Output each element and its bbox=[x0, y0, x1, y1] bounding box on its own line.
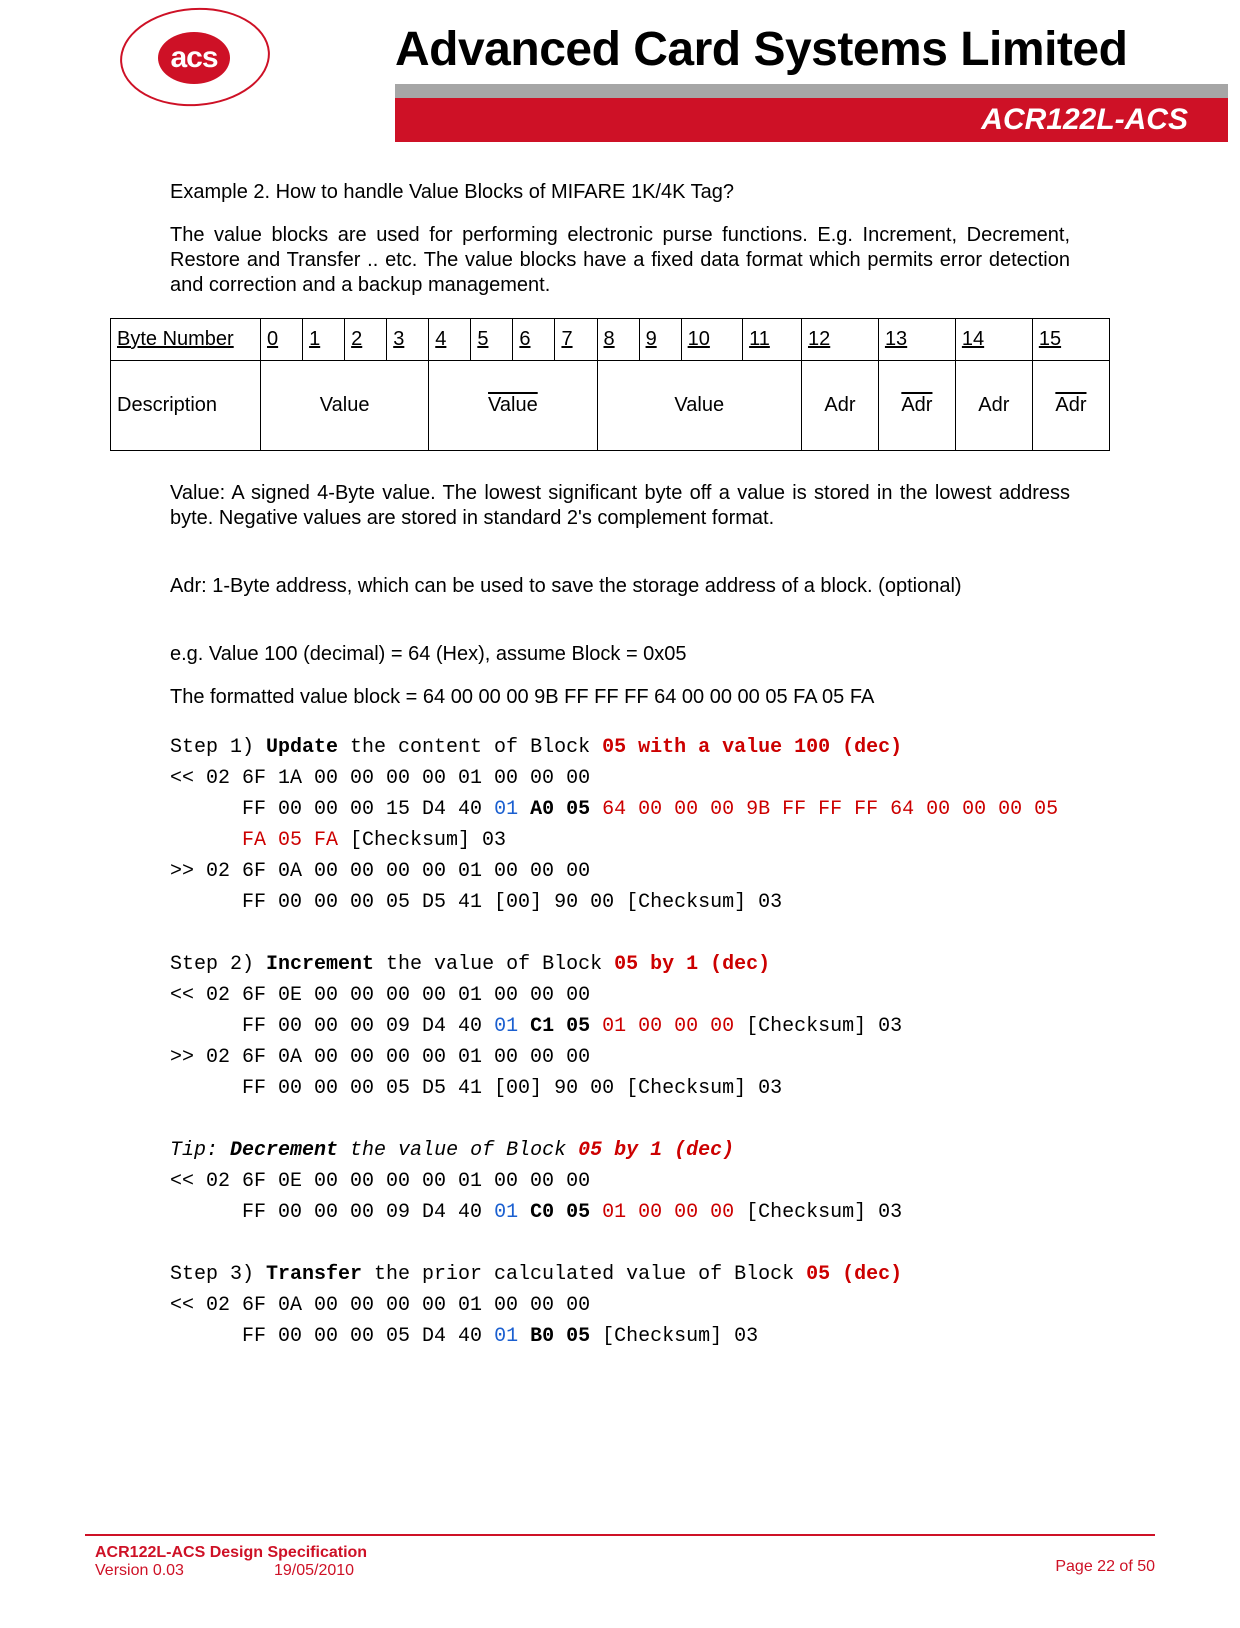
gray-bar bbox=[395, 84, 1228, 98]
code-line: << 02 6F 1A 00 00 00 00 01 00 00 00 bbox=[170, 763, 1070, 794]
table-cell: Value bbox=[429, 361, 597, 451]
table-cell: Adr bbox=[801, 361, 878, 451]
code-block: Step 1) Update the content of Block 05 w… bbox=[170, 732, 1070, 1352]
header: acs Advanced Card Systems Limited ACR122… bbox=[60, 0, 1180, 110]
page-number: Page 22 of 50 bbox=[1055, 1558, 1155, 1576]
footer-version: Version 0.0319/05/2010 bbox=[95, 1562, 367, 1580]
paragraph: Example 2. How to handle Value Blocks of… bbox=[170, 180, 1070, 205]
table-cell: 5 bbox=[471, 319, 513, 361]
company-name: Advanced Card Systems Limited bbox=[395, 22, 1127, 77]
table-cell: Value bbox=[261, 361, 429, 451]
code-line: << 02 6F 0E 00 00 00 00 01 00 00 00 bbox=[170, 980, 1070, 1011]
page: acs Advanced Card Systems Limited ACR122… bbox=[0, 0, 1240, 1628]
code-line: << 02 6F 0E 00 00 00 00 01 00 00 00 bbox=[170, 1166, 1070, 1197]
table-cell: 15 bbox=[1032, 319, 1109, 361]
logo: acs bbox=[120, 8, 270, 108]
paragraph: The value blocks are used for performing… bbox=[170, 223, 1070, 298]
code-line: FF 00 00 00 15 D4 40 01 A0 05 64 00 00 0… bbox=[170, 794, 1070, 825]
table-cell: 3 bbox=[387, 319, 429, 361]
step-heading: Step 3) Transfer the prior calculated va… bbox=[170, 1259, 1070, 1290]
code-line: >> 02 6F 0A 00 00 00 00 01 00 00 00 bbox=[170, 1042, 1070, 1073]
code-line: << 02 6F 0A 00 00 00 00 01 00 00 00 bbox=[170, 1290, 1070, 1321]
table-cell: 8 bbox=[597, 319, 639, 361]
table-cell: 6 bbox=[513, 319, 555, 361]
product-banner: ACR122L-ACS bbox=[395, 98, 1228, 142]
table-cell: 9 bbox=[639, 319, 681, 361]
table-cell: 2 bbox=[345, 319, 387, 361]
footer: ACR122L-ACS Design Specification Version… bbox=[95, 1544, 367, 1580]
content: Example 2. How to handle Value Blocks of… bbox=[60, 110, 1180, 1352]
table-cell: 11 bbox=[743, 319, 802, 361]
table-cell: 12 bbox=[801, 319, 878, 361]
footer-title: ACR122L-ACS Design Specification bbox=[95, 1544, 367, 1562]
table-cell: 4 bbox=[429, 319, 471, 361]
code-line: FF 00 00 00 05 D5 41 [00] 90 00 [Checksu… bbox=[170, 1073, 1070, 1104]
code-line: FF 00 00 00 09 D4 40 01 C1 05 01 00 00 0… bbox=[170, 1011, 1070, 1042]
code-line: FF 00 00 00 05 D4 40 01 B0 05 [Checksum]… bbox=[170, 1321, 1070, 1352]
table-cell: Adr bbox=[955, 361, 1032, 451]
table-cell: 13 bbox=[878, 319, 955, 361]
code-line: FF 00 00 00 05 D5 41 [00] 90 00 [Checksu… bbox=[170, 887, 1070, 918]
byte-table: Byte Number 0 1 2 3 4 5 6 7 8 9 10 11 12… bbox=[110, 318, 1110, 451]
table-cell: 0 bbox=[261, 319, 303, 361]
footer-rule bbox=[85, 1534, 1155, 1536]
paragraph: Adr: 1-Byte address, which can be used t… bbox=[170, 574, 1070, 599]
table-cell: Value bbox=[597, 361, 801, 451]
paragraph: Value: A signed 4-Byte value. The lowest… bbox=[170, 481, 1070, 531]
code-line: FF 00 00 00 09 D4 40 01 C0 05 01 00 00 0… bbox=[170, 1197, 1070, 1228]
table-header: Description bbox=[111, 361, 261, 451]
table-cell: 1 bbox=[303, 319, 345, 361]
table-header: Byte Number bbox=[111, 319, 261, 361]
table-cell: 10 bbox=[681, 319, 742, 361]
step-heading: Step 1) Update the content of Block 05 w… bbox=[170, 732, 1070, 763]
table-cell: 14 bbox=[955, 319, 1032, 361]
paragraph: e.g. Value 100 (decimal) = 64 (Hex), ass… bbox=[170, 642, 1070, 667]
table-cell: 7 bbox=[555, 319, 597, 361]
table-cell: Adr bbox=[878, 361, 955, 451]
code-line: >> 02 6F 0A 00 00 00 00 01 00 00 00 bbox=[170, 856, 1070, 887]
step-heading: Step 2) Increment the value of Block 05 … bbox=[170, 949, 1070, 980]
table-cell: Adr bbox=[1032, 361, 1109, 451]
step-heading: Tip: Decrement the value of Block 05 by … bbox=[170, 1135, 1070, 1166]
logo-text: acs bbox=[158, 32, 230, 84]
paragraph: The formatted value block = 64 00 00 00 … bbox=[170, 685, 1070, 710]
code-line: FA 05 FA [Checksum] 03 bbox=[170, 825, 1070, 856]
